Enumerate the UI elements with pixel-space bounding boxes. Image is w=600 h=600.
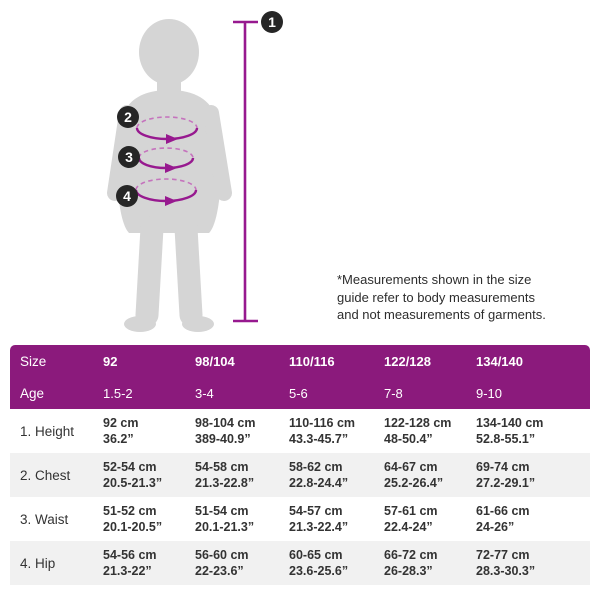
size-col-3: 110/116 bbox=[289, 345, 384, 377]
row-label-chest: 2. Chest bbox=[20, 467, 71, 483]
marker-4-number: 4 bbox=[123, 188, 131, 204]
marker-3-number: 3 bbox=[125, 149, 133, 165]
note-line-3: and not measurements of garments. bbox=[337, 307, 546, 322]
hip-size-122-128: 66-72 cm 26-28.3” bbox=[384, 548, 438, 578]
age-header-label: Age bbox=[10, 377, 103, 409]
table-row-chest: 2. Chest 52-54 cm 20.5-21.3” 54-58 cm 21… bbox=[10, 453, 590, 497]
note-line-2: guide refer to body measurements bbox=[337, 289, 535, 305]
chest-size-122-128: 64-67 cm 25.2-26.4” bbox=[384, 460, 444, 490]
marker-1-number: 1 bbox=[268, 14, 276, 30]
height-measure-line bbox=[233, 20, 258, 323]
table-row-height: 1. Height 92 cm 36.2” 98-104 cm 389-40.9… bbox=[10, 409, 590, 453]
table-row-waist: 3. Waist 51-52 cm 20.1-20.5” 51-54 cm 20… bbox=[10, 497, 590, 541]
waist-size-98-104: 51-54 cm 20.1-21.3” bbox=[195, 504, 255, 534]
age-col-3: 5-6 bbox=[289, 377, 384, 409]
hip-size-110-116: 60-65 cm 23.6-25.6” bbox=[289, 548, 349, 578]
size-col-4: 122/128 bbox=[384, 345, 476, 377]
row-label-hip: 4. Hip bbox=[20, 555, 56, 571]
row-label-height: 1. Height bbox=[20, 423, 75, 439]
row-label-waist: 3. Waist bbox=[20, 511, 69, 527]
age-col-2: 3-4 bbox=[195, 377, 289, 409]
chest-measure-band bbox=[135, 116, 199, 144]
waist-size-92: 51-52 cm 20.1-20.5” bbox=[103, 504, 163, 534]
age-col-4: 7-8 bbox=[384, 377, 476, 409]
marker-1-badge: 1 bbox=[261, 11, 283, 33]
waist-size-110-116: 54-57 cm 21.3-22.4” bbox=[289, 504, 349, 534]
size-col-5: 134/140 bbox=[476, 345, 590, 377]
measurement-figure: 1 2 3 4 bbox=[107, 11, 283, 332]
height-size-98-104: 98-104 cm 389-40.9” bbox=[195, 416, 256, 446]
height-size-92: 92 cm 36.2” bbox=[103, 416, 139, 446]
child-silhouette-graphic bbox=[107, 19, 232, 332]
waist-size-122-128: 57-61 cm 22.4-24” bbox=[384, 504, 438, 534]
chest-size-92: 52-54 cm 20.5-21.3” bbox=[103, 460, 163, 490]
marker-3-badge: 3 bbox=[118, 146, 140, 168]
note-line-1: *Measurements shown in the size bbox=[337, 272, 532, 287]
age-header-row: Age 1.5-2 3-4 5-6 7-8 9-10 bbox=[10, 377, 590, 409]
hip-measure-band bbox=[134, 178, 198, 206]
marker-2-number: 2 bbox=[124, 109, 132, 125]
chest-size-134-140: 69-74 cm 27.2-29.1” bbox=[476, 460, 536, 490]
size-col-2: 98/104 bbox=[195, 345, 289, 377]
size-col-1: 92 bbox=[103, 345, 195, 377]
chest-size-98-104: 54-58 cm 21.3-22.8” bbox=[195, 460, 255, 490]
size-header-label: Size bbox=[10, 345, 103, 377]
waist-size-134-140: 61-66 cm 24-26” bbox=[476, 504, 530, 534]
marker-4-badge: 4 bbox=[116, 185, 138, 207]
size-table: Size 92 98/104 110/116 122/128 134/140 A… bbox=[10, 345, 590, 585]
hip-size-92: 54-56 cm 21.3-22” bbox=[103, 548, 157, 578]
hip-size-134-140: 72-77 cm 28.3-30.3” bbox=[476, 548, 536, 578]
chest-size-110-116: 58-62 cm 22.8-24.4” bbox=[289, 460, 349, 490]
size-header-row: Size 92 98/104 110/116 122/128 134/140 bbox=[10, 345, 590, 377]
table-row-hip: 4. Hip 54-56 cm 21.3-22” 56-60 cm 22-23.… bbox=[10, 541, 590, 585]
hip-size-98-104: 56-60 cm 22-23.6” bbox=[195, 548, 249, 578]
measurement-note: *Measurements shown in the size guide re… bbox=[337, 271, 577, 324]
age-col-5: 9-10 bbox=[476, 377, 590, 409]
height-size-134-140: 134-140 cm 52.8-55.1” bbox=[476, 416, 544, 446]
marker-2-badge: 2 bbox=[117, 106, 139, 128]
waist-measure-band bbox=[137, 147, 195, 173]
age-col-1: 1.5-2 bbox=[103, 377, 195, 409]
height-size-122-128: 122-128 cm 48-50.4” bbox=[384, 416, 452, 446]
height-size-110-116: 110-116 cm 43.3-45.7” bbox=[289, 416, 356, 446]
